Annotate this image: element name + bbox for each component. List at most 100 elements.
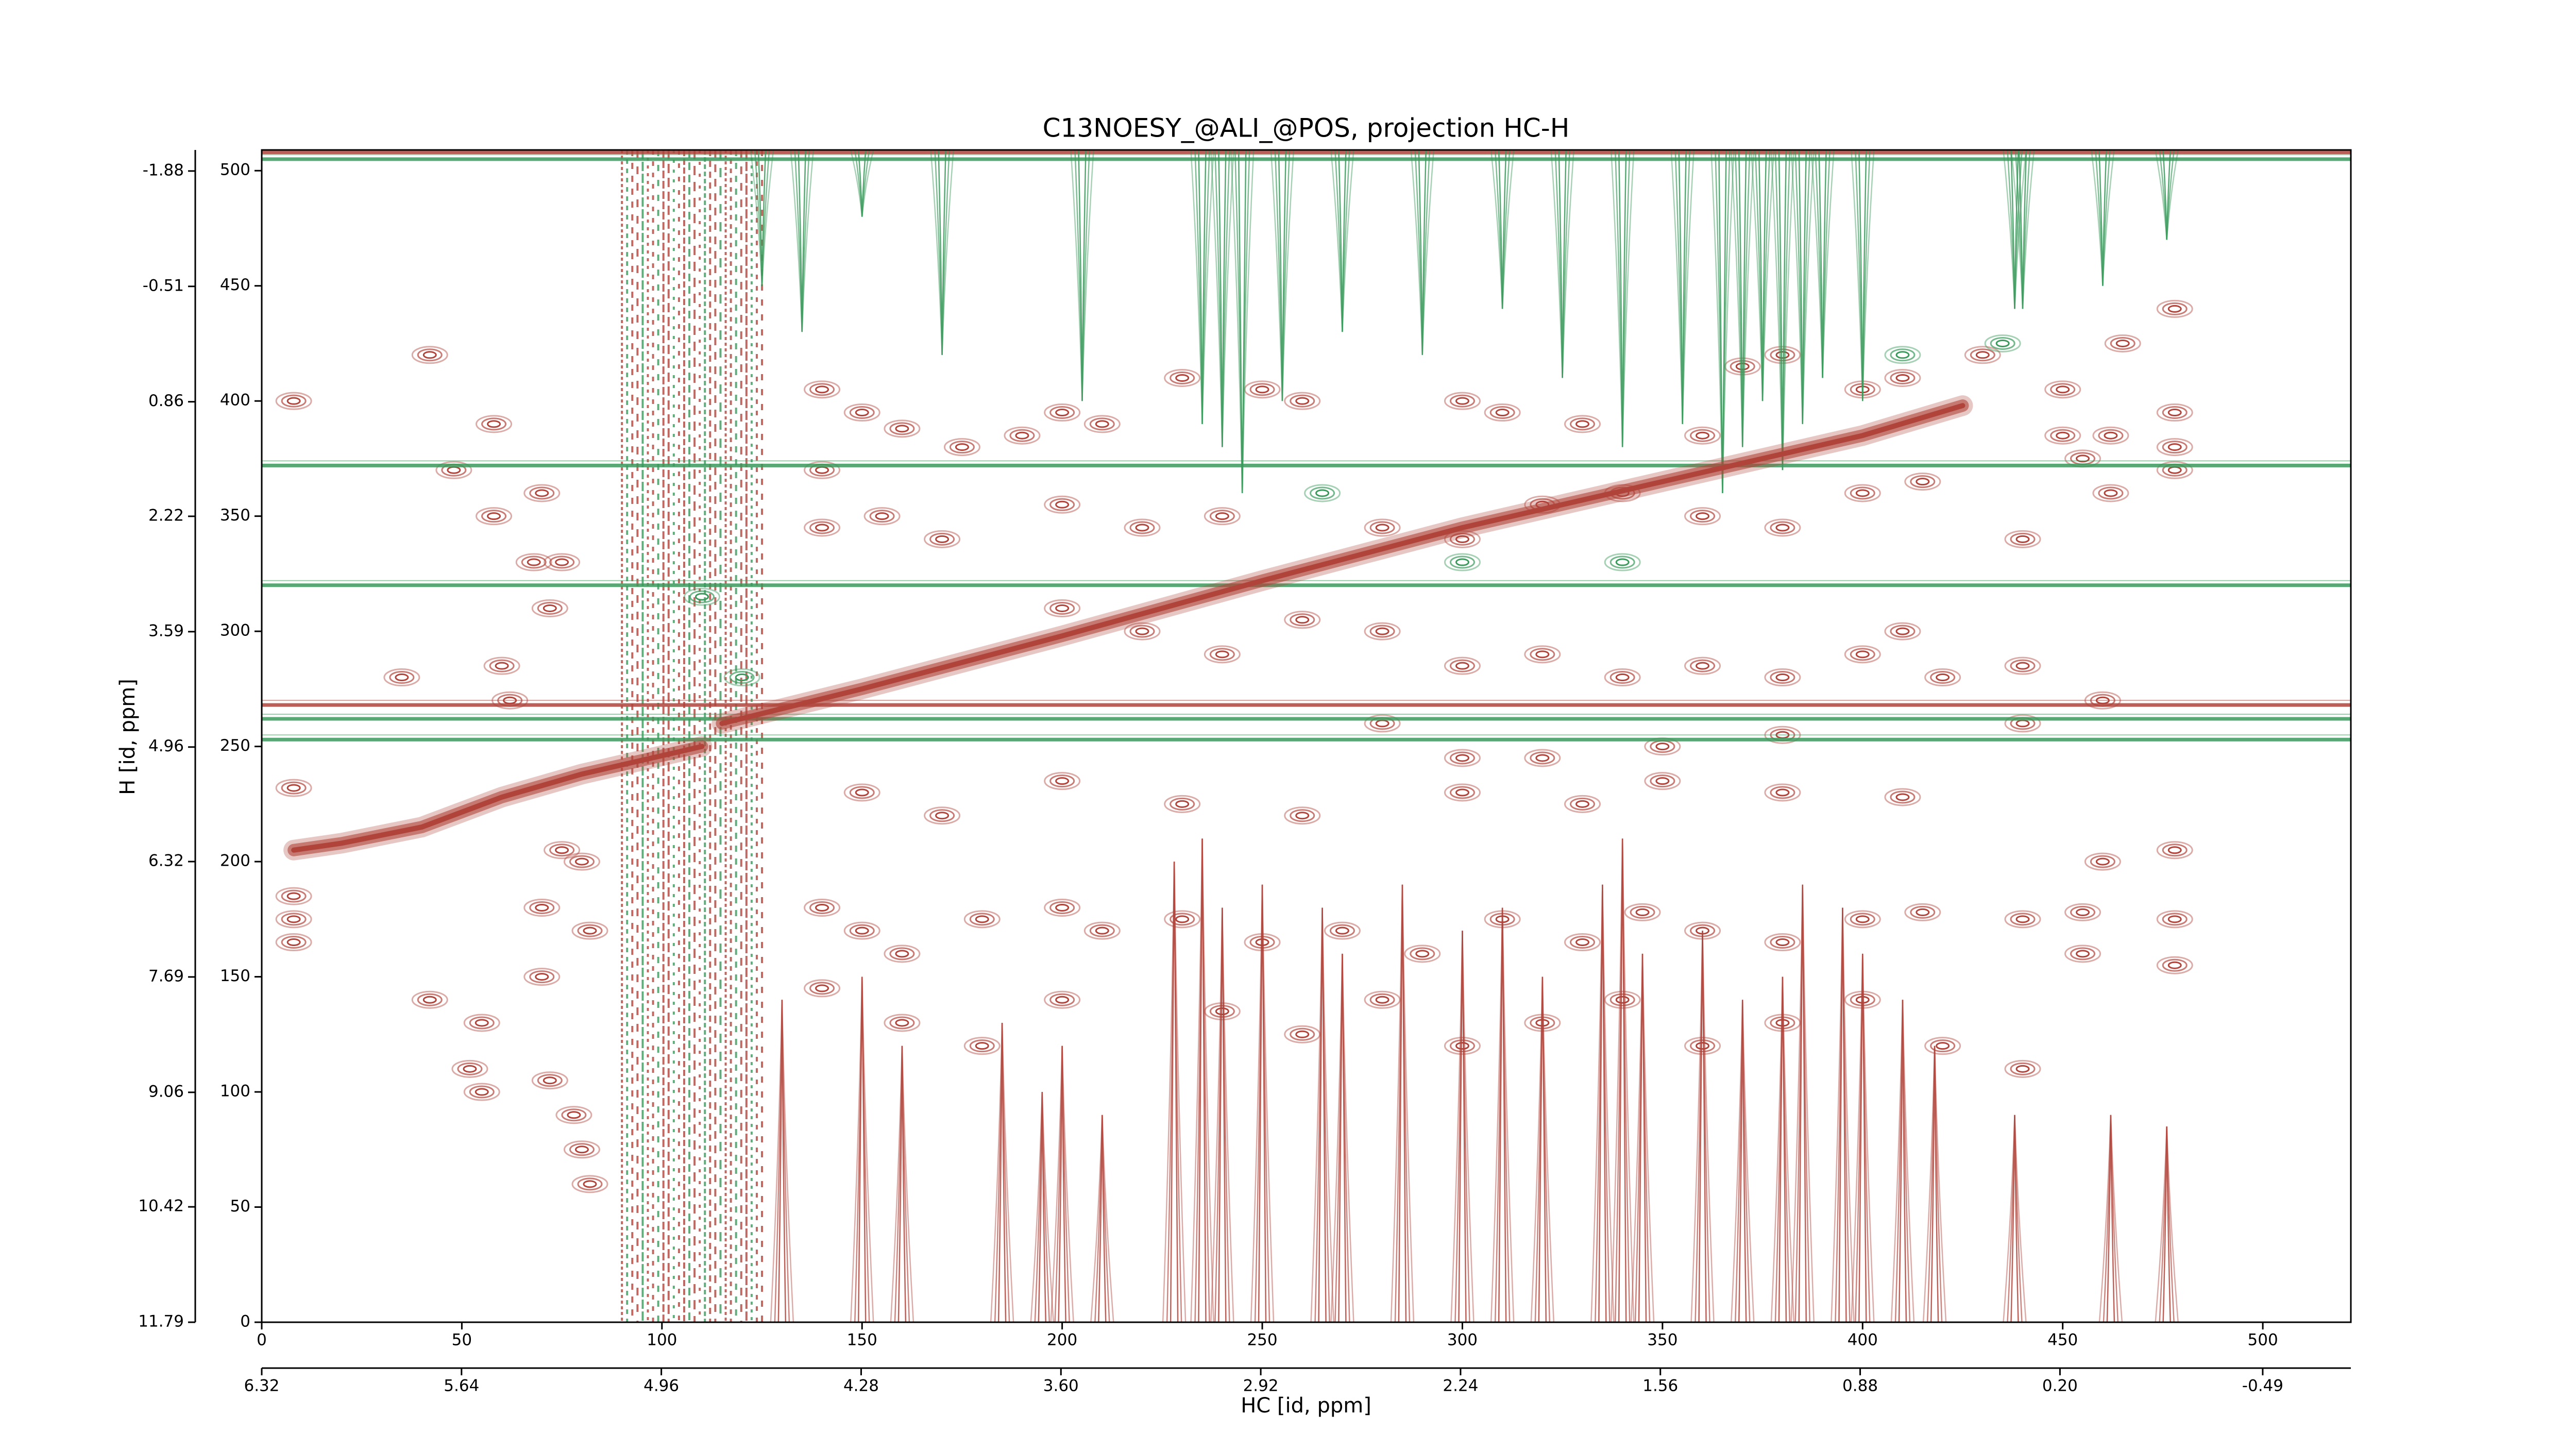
peak-contour bbox=[1615, 673, 1630, 682]
peak-contour bbox=[563, 1140, 600, 1159]
peak-contour bbox=[1696, 512, 1710, 520]
peak-contour bbox=[275, 779, 312, 797]
ridge bbox=[1058, 1046, 1066, 1322]
ridge bbox=[1198, 150, 1207, 424]
peak-contour bbox=[1290, 809, 1315, 822]
ridge bbox=[1738, 1000, 1747, 1322]
peak-contour bbox=[1850, 993, 1875, 1006]
peak-contour bbox=[1455, 397, 1469, 405]
peak-contour bbox=[1844, 910, 1881, 929]
peak-contour bbox=[529, 970, 555, 984]
diagonal bbox=[291, 403, 1965, 853]
peak-contour bbox=[2044, 380, 2081, 399]
x2-tick-label: 2.92 bbox=[1243, 1377, 1279, 1395]
peak-contour bbox=[531, 599, 568, 617]
peak-contour bbox=[1690, 924, 1716, 937]
peak-contour bbox=[863, 507, 901, 526]
peak-contour bbox=[929, 532, 955, 546]
peak-contour bbox=[543, 604, 557, 612]
peak-contour bbox=[2015, 535, 2030, 543]
peak-contour bbox=[2015, 915, 2030, 923]
peak-contour bbox=[2162, 844, 2188, 857]
peak-contour bbox=[895, 1019, 909, 1027]
peak-contour bbox=[2044, 426, 2081, 445]
peak-contour bbox=[497, 694, 523, 707]
ridge bbox=[1274, 150, 1291, 401]
ridge bbox=[757, 150, 767, 286]
x-tick-label: 0 bbox=[257, 1331, 267, 1350]
peak-contour bbox=[2070, 947, 2096, 961]
peak-contour bbox=[975, 915, 989, 923]
peak-contour bbox=[1604, 668, 1641, 687]
peak-contour bbox=[1310, 486, 1335, 500]
peak-contour bbox=[1764, 1014, 1801, 1032]
peak-contour bbox=[1324, 921, 1361, 940]
x-tick-label: 450 bbox=[2047, 1331, 2078, 1350]
y2-tick-label: 2.22 bbox=[148, 506, 184, 525]
peak-contour bbox=[2010, 913, 2036, 926]
ridge bbox=[1614, 150, 1631, 447]
ridge bbox=[2162, 1126, 2171, 1322]
x2-tick-label: 6.32 bbox=[244, 1377, 279, 1395]
peak-contour bbox=[815, 385, 829, 394]
peak-contour bbox=[1095, 420, 1109, 428]
peak-contour bbox=[1775, 524, 1790, 532]
peak-contour bbox=[1495, 409, 1510, 417]
peak-contour bbox=[1444, 783, 1481, 802]
peak-contour bbox=[843, 403, 880, 422]
ridge bbox=[1778, 976, 1787, 1322]
peak-contour bbox=[383, 668, 420, 687]
ridge bbox=[1734, 150, 1751, 447]
peak-contour bbox=[2076, 950, 2090, 958]
peak-contour bbox=[1844, 990, 1881, 1009]
peak-contour bbox=[1895, 793, 1910, 801]
peak-contour bbox=[1855, 996, 1870, 1004]
peak-contour bbox=[544, 841, 581, 860]
peak-contour bbox=[1449, 786, 1475, 799]
peak-contour bbox=[1284, 611, 1321, 629]
peak-contour bbox=[1484, 910, 1521, 929]
peak-contour bbox=[1690, 429, 1716, 442]
peak-contour bbox=[2162, 441, 2188, 454]
peak-contour bbox=[1690, 659, 1716, 672]
peak-contour bbox=[1083, 921, 1121, 940]
peak-contour bbox=[1910, 905, 1936, 919]
peak-contour bbox=[1164, 795, 1201, 813]
peak-contour bbox=[474, 1019, 489, 1027]
peak-contour bbox=[1930, 671, 1956, 684]
peak-contour bbox=[924, 530, 961, 548]
plot-frame bbox=[261, 149, 2352, 1323]
peak-contour bbox=[1295, 812, 1310, 820]
peak-contour bbox=[2162, 406, 2188, 419]
peak-contour bbox=[2064, 945, 2102, 963]
peak-contour bbox=[963, 910, 1001, 929]
ridge bbox=[2106, 1115, 2115, 1322]
y2-tick-label: 6.32 bbox=[148, 852, 184, 870]
ridge bbox=[1678, 150, 1687, 424]
peak-contour bbox=[1604, 990, 1641, 1009]
peak-contour bbox=[849, 786, 875, 799]
ridge bbox=[897, 1046, 907, 1322]
peak-contour bbox=[2156, 299, 2193, 318]
peak-contour bbox=[1884, 622, 1921, 641]
peak-contour bbox=[1630, 905, 1655, 919]
peak-contour bbox=[975, 1042, 989, 1050]
peak-contour bbox=[2004, 656, 2041, 675]
peak-contour bbox=[1655, 777, 1670, 785]
peak-contour bbox=[1895, 351, 1910, 359]
peak-contour bbox=[1635, 908, 1650, 916]
ridge bbox=[1858, 953, 1867, 1322]
peak-contour bbox=[1089, 417, 1115, 431]
peak-contour bbox=[895, 425, 909, 433]
peak-contour bbox=[1690, 1039, 1716, 1053]
peak-contour bbox=[1455, 535, 1469, 543]
x-tick-label: 50 bbox=[452, 1331, 472, 1350]
peak-contour bbox=[804, 898, 841, 917]
peak-contour bbox=[843, 921, 880, 940]
peak-contour bbox=[1055, 604, 1070, 612]
peak-contour bbox=[2098, 486, 2124, 500]
peak-contour bbox=[1295, 616, 1310, 624]
peak-contour bbox=[583, 1180, 597, 1188]
peak-contour bbox=[1696, 662, 1710, 670]
x-tick-label: 100 bbox=[647, 1331, 677, 1350]
